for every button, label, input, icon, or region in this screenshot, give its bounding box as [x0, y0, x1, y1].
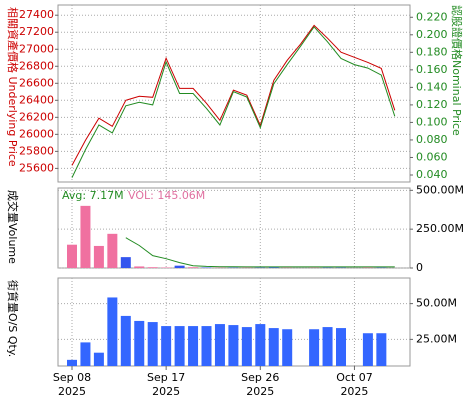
x-tick-label: Oct 07	[336, 371, 373, 384]
bar	[202, 326, 212, 366]
y2-tick-label: 0.140	[416, 80, 448, 93]
y-axis-title: 相關資產價格 Underlying Price	[6, 7, 20, 167]
panel-frame	[58, 5, 410, 182]
bar	[215, 324, 225, 366]
y2-tick-label: 0.180	[416, 45, 448, 58]
legend-vol: VOL: 145.06M	[128, 189, 205, 202]
bar	[376, 333, 386, 366]
bar	[107, 234, 117, 268]
bar	[188, 267, 198, 268]
bar	[80, 342, 90, 366]
y2-axis-title: 認股證價格Nominal Price	[450, 5, 464, 136]
y-tick-label: 25600	[19, 161, 54, 174]
y2-tick-label: 0.200	[416, 28, 448, 41]
y-tick-label: 26800	[19, 59, 54, 72]
y-tick-label: 27000	[19, 42, 54, 55]
y2-tick-label: 0.120	[416, 98, 448, 111]
bar	[336, 328, 346, 366]
bar	[175, 326, 185, 366]
bar	[134, 321, 144, 366]
bar	[107, 297, 117, 366]
bar	[269, 328, 279, 366]
bar	[80, 206, 90, 268]
bar	[121, 316, 131, 366]
bar	[188, 326, 198, 366]
bar	[282, 329, 292, 366]
bar	[228, 325, 238, 366]
bar	[255, 324, 265, 366]
bar	[323, 327, 333, 366]
bar	[148, 267, 158, 268]
y-tick-label: 500.00M	[416, 183, 464, 196]
x-tick-label: Sep 17	[147, 371, 185, 384]
x-tick-year: 2025	[246, 385, 274, 398]
bar	[94, 246, 104, 268]
y2-tick-label: 0.100	[416, 115, 448, 128]
bar	[67, 360, 77, 366]
bar	[309, 329, 319, 366]
legend-avg: Avg: 7.17M	[62, 189, 124, 202]
y-tick-label: 27200	[19, 25, 54, 38]
bar	[269, 267, 279, 268]
bar	[242, 327, 252, 366]
bar	[67, 245, 77, 268]
y2-tick-label: 0.040	[416, 168, 448, 181]
y-axis-title: 街貨量O/S Qty.	[6, 280, 20, 357]
y-tick-label: 25800	[19, 144, 54, 157]
x-tick-label: Sep 08	[53, 371, 91, 384]
y-tick-label: 250.00M	[416, 222, 464, 235]
x-tick-year: 2025	[340, 385, 368, 398]
y-tick-label: 25.00M	[416, 332, 457, 345]
y-tick-label: 0	[416, 261, 423, 274]
y-tick-label: 26400	[19, 93, 54, 106]
bar	[363, 333, 373, 366]
y2-tick-label: 0.080	[416, 133, 448, 146]
bar	[94, 353, 104, 366]
x-tick-year: 2025	[58, 385, 86, 398]
bar	[134, 266, 144, 268]
y-tick-label: 26000	[19, 127, 54, 140]
y2-tick-label: 0.220	[416, 10, 448, 23]
y2-tick-label: 0.160	[416, 63, 448, 76]
bar	[121, 257, 131, 268]
y-tick-label: 27400	[19, 8, 54, 21]
x-tick-year: 2025	[152, 385, 180, 398]
bar	[175, 266, 185, 268]
bar	[148, 322, 158, 366]
x-tick-label: Sep 26	[241, 371, 279, 384]
y-tick-label: 50.00M	[416, 297, 457, 310]
y2-tick-label: 0.060	[416, 150, 448, 163]
line	[72, 25, 395, 165]
y-axis-title: 成交量Volume	[6, 190, 20, 264]
bar	[161, 326, 171, 366]
y-tick-label: 26600	[19, 76, 54, 89]
y-tick-label: 26200	[19, 110, 54, 123]
